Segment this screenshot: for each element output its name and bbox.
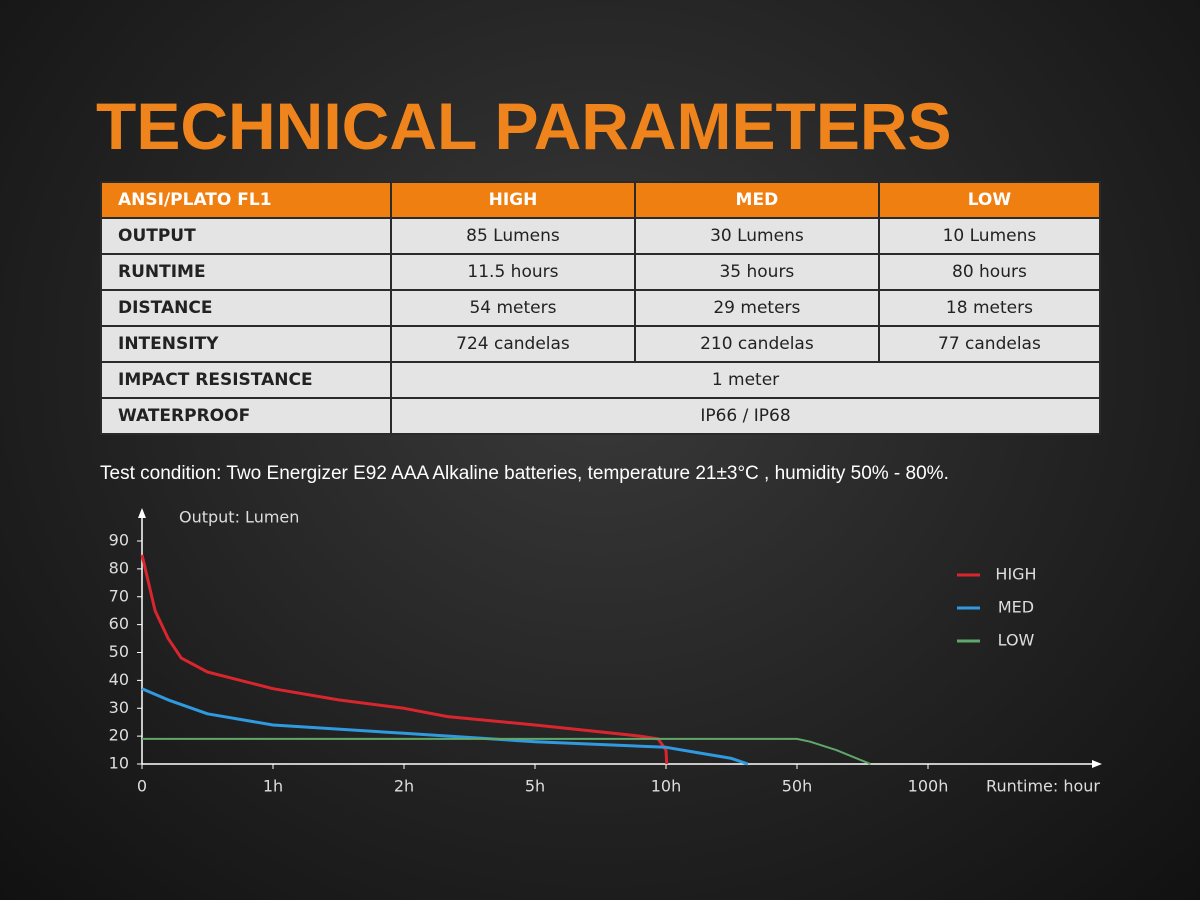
y-tick-label: 30 xyxy=(109,698,129,717)
test-note: Test condition: Two Energizer E92 AAA Al… xyxy=(100,463,949,484)
x-tick-label: 1h xyxy=(263,777,283,796)
y-tick-label: 50 xyxy=(109,642,129,661)
table-cell: 18 meters xyxy=(877,289,1102,327)
table-cell: 54 meters xyxy=(390,289,636,327)
x-tick-label: 50h xyxy=(782,777,813,796)
table-cell: 210 candelas xyxy=(633,325,880,363)
header-cell: ANSI/PLATO FL1 xyxy=(100,181,392,219)
y-tick-label: 70 xyxy=(109,586,129,605)
x-arrow xyxy=(1092,760,1102,768)
y-axis-label: Output: Lumen xyxy=(179,508,299,527)
table-cell: OUTPUT xyxy=(100,217,392,255)
table-cell: 10 Lumens xyxy=(877,217,1102,255)
table-cell: 1 meter xyxy=(390,361,1101,399)
y-tick-label: 10 xyxy=(109,754,129,773)
table-cell: WATERPROOF xyxy=(100,397,392,435)
table-cell: 724 candelas xyxy=(390,325,636,363)
header-row: ANSI/PLATO FL1 HIGH MED LOW xyxy=(100,181,1102,219)
x-tick-label: 5h xyxy=(525,777,545,796)
line-series xyxy=(142,737,871,765)
spec-table: ANSI/PLATO FL1 HIGH MED LOW OUTPUT 85 Lumens 3… xyxy=(100,181,1102,435)
table-cell: RUNTIME xyxy=(100,253,392,291)
header-cell: HIGH xyxy=(390,181,636,219)
header-cell: MED xyxy=(633,181,880,219)
table-cell: 85 Lumens xyxy=(390,217,636,255)
table-cell: 29 meters xyxy=(633,289,880,327)
x-axis-label: Runtime: hour xyxy=(986,777,1100,796)
table-cell: IP66 / IP68 xyxy=(390,397,1101,435)
y-arrow xyxy=(138,508,146,518)
legend-label: HIGH xyxy=(995,565,1036,584)
table-row: DISTANCE 54 meters 29 meters 18 meters xyxy=(100,289,1102,327)
table-cell: 77 candelas xyxy=(877,325,1102,363)
title: TECHNICAL PARAMETERS xyxy=(96,89,952,163)
table-cell: 80 hours xyxy=(877,253,1102,291)
table-cell: 30 Lumens xyxy=(633,217,880,255)
y-tick-label: 40 xyxy=(109,670,129,689)
table-cell: IMPACT RESISTANCE xyxy=(100,361,392,399)
y-tick-label: 90 xyxy=(109,531,129,550)
x-tick-label: 100h xyxy=(908,777,949,796)
y-tick-label: 60 xyxy=(109,614,129,633)
table-row: OUTPUT 85 Lumens 30 Lumens 10 Lumens xyxy=(100,217,1102,255)
table-row: IMPACT RESISTANCE 1 meter xyxy=(100,361,1101,399)
table-row: RUNTIME 11.5 hours 35 hours 80 hours xyxy=(100,253,1102,291)
table-cell: INTENSITY xyxy=(100,325,392,363)
line-series xyxy=(141,687,749,766)
y-tick-label: 20 xyxy=(109,726,129,745)
table-cell: 11.5 hours xyxy=(390,253,636,291)
y-tick-label: 80 xyxy=(109,558,129,577)
x-tick-label: 10h xyxy=(651,777,682,796)
header-cell: LOW xyxy=(877,181,1102,219)
table-row: WATERPROOF IP66 / IP68 xyxy=(100,397,1101,435)
x-tick-label: 2h xyxy=(394,777,414,796)
legend-label: LOW xyxy=(998,631,1035,650)
legend-label: MED xyxy=(998,598,1034,617)
x-tick-label: 0 xyxy=(137,777,147,796)
table-cell: DISTANCE xyxy=(100,289,392,327)
table-row: INTENSITY 724 candelas 210 candelas 77 cand… xyxy=(100,325,1102,363)
table-cell: 35 hours xyxy=(633,253,880,291)
